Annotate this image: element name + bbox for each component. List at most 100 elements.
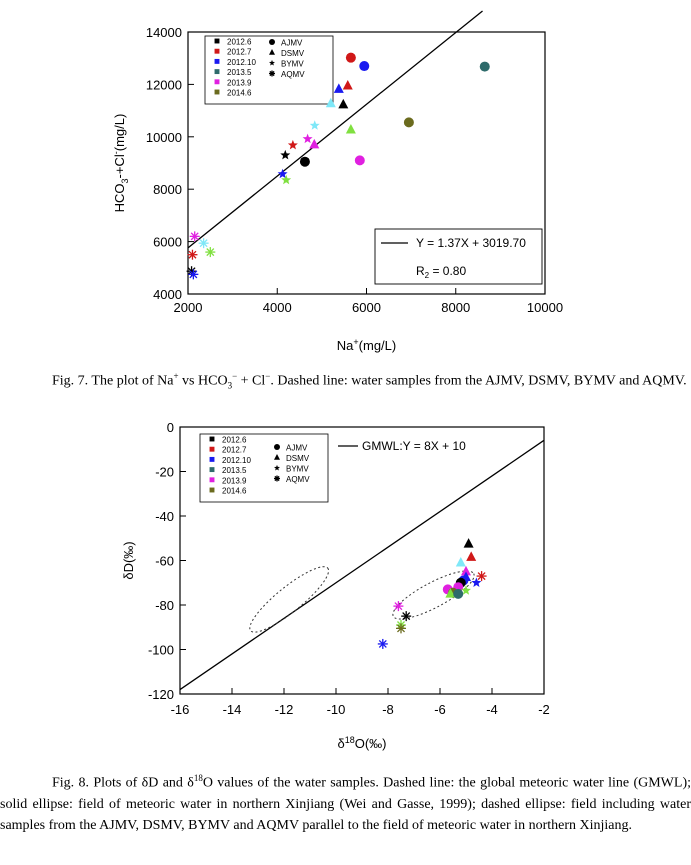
figure-7-caption: Fig. 7. The plot of Na+ vs HCO3− + Cl−. … <box>52 371 687 391</box>
legend-site-marker <box>269 49 275 55</box>
asterisk-stroke <box>206 248 215 257</box>
data-point <box>280 149 291 160</box>
y-tick-label: -60 <box>155 554 174 569</box>
data-point <box>479 61 490 72</box>
x-tick-label: -2 <box>538 702 550 717</box>
x-tick-label: 6000 <box>352 300 381 315</box>
data-point <box>281 174 292 185</box>
data-point <box>205 247 216 258</box>
x-tick-label: -10 <box>327 702 346 717</box>
y-tick-label: 4000 <box>153 287 182 302</box>
y-tick-label: -80 <box>155 598 174 613</box>
legend-site-label: DSMV <box>281 49 305 58</box>
asterisk-stroke <box>378 639 387 648</box>
legend-site-marker <box>269 70 275 77</box>
legend-year-swatch <box>214 79 220 85</box>
x-tick-label: -6 <box>434 702 446 717</box>
legend-year-label: 2013.9 <box>222 476 247 485</box>
legend-year-label: 2013.9 <box>227 78 252 87</box>
y-tick-label: 10000 <box>146 130 182 145</box>
data-point <box>455 556 466 567</box>
data-point <box>396 623 406 634</box>
legend-year-swatch <box>209 436 215 442</box>
legend-year-label: 2012.6 <box>222 436 247 445</box>
y-tick-label: 14000 <box>146 25 182 40</box>
y-tick-label: 6000 <box>153 235 182 250</box>
x-tick-label: -8 <box>382 702 394 717</box>
fit-equation: Y = 1.37X + 3019.70 <box>416 236 526 250</box>
legend-site-marker <box>274 475 280 482</box>
data-point <box>189 231 200 242</box>
legend-site-marker <box>269 59 275 66</box>
y-tick-label: -100 <box>148 643 174 658</box>
data-point <box>188 269 199 280</box>
data-point <box>377 638 388 649</box>
asterisk-stroke <box>274 475 280 482</box>
data-point <box>345 52 356 63</box>
data-point <box>342 79 353 90</box>
x-tick-label: 2000 <box>174 300 203 315</box>
legend-year-label: 2014.6 <box>227 89 252 98</box>
x-axis-label: δ18O(‰) <box>337 735 386 751</box>
data-point <box>299 156 310 167</box>
data-points <box>186 52 490 280</box>
legend-site-marker <box>269 39 275 45</box>
x-tick-label: -16 <box>171 702 190 717</box>
asterisk-stroke <box>188 250 197 259</box>
x-tick-label: 8000 <box>441 300 470 315</box>
data-point <box>309 120 320 130</box>
data-point <box>325 97 336 108</box>
y-tick-label: 12000 <box>146 77 182 92</box>
legend-year-label: 2012.10 <box>227 58 256 67</box>
data-point <box>287 139 298 150</box>
legend-year-label: 2012.7 <box>222 446 247 455</box>
data-point <box>403 117 414 128</box>
data-point <box>302 133 313 144</box>
legend-year-swatch <box>214 89 220 95</box>
legend-box <box>204 35 334 105</box>
legend-site-marker <box>274 444 280 450</box>
data-point <box>198 238 209 249</box>
legend-box <box>199 433 329 503</box>
data-point <box>393 601 404 612</box>
data-point <box>309 138 320 149</box>
data-point <box>453 588 464 599</box>
asterisk-stroke <box>402 612 411 621</box>
field-ellipse <box>392 570 475 620</box>
y-tick-label: -40 <box>155 509 174 524</box>
na-vs-hco3-cl-chart: 2000 4000 6000 8000 100004000600080001000012… <box>111 10 563 353</box>
legend-year-swatch <box>214 58 220 64</box>
data-point <box>461 565 471 576</box>
legend-site-label: AJMV <box>281 39 303 48</box>
data-point <box>338 98 349 109</box>
x-tick-label: -12 <box>275 702 294 717</box>
legend-year-label: 2012.7 <box>227 48 252 57</box>
figure-8-caption: Fig. 8. Plots of δD and δ18O values of t… <box>0 773 691 833</box>
asterisk-stroke <box>269 70 275 77</box>
legend-site-label: BYMV <box>281 60 304 69</box>
x-tick-label: -14 <box>223 702 242 717</box>
legend-year-label: 2014.6 <box>222 487 247 496</box>
legend-year-swatch <box>209 446 215 452</box>
legend-year-swatch <box>209 456 215 462</box>
y-tick-label: -120 <box>148 687 174 702</box>
legend-year-swatch <box>209 467 215 473</box>
x-tick-label: 4000 <box>263 300 292 315</box>
plot-area <box>180 439 544 691</box>
data-point <box>359 61 370 72</box>
asterisk-stroke <box>477 572 486 581</box>
data-point <box>476 571 487 582</box>
fit-line <box>187 10 483 249</box>
gmwl-legend-label: GMWL:Y = 8X + 10 <box>362 439 466 453</box>
legend-year-label: 2013.5 <box>227 68 252 77</box>
data-point <box>466 551 477 561</box>
legend-site-label: BYMV <box>286 465 309 474</box>
asterisk-stroke <box>199 239 208 248</box>
asterisk-stroke <box>397 624 405 633</box>
asterisk-stroke <box>394 602 403 611</box>
legend-year-swatch <box>214 69 220 75</box>
y-axis-label: δD(‰) <box>121 541 136 579</box>
data-point <box>345 123 356 134</box>
y-tick-label: -20 <box>155 465 174 480</box>
